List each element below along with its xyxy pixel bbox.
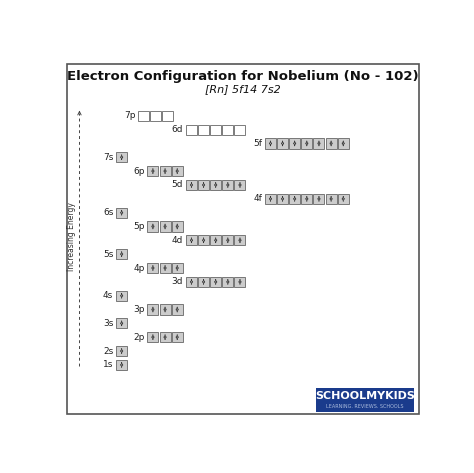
Bar	[222, 180, 233, 190]
Bar	[172, 221, 182, 232]
Bar	[172, 332, 182, 342]
Text: 1s: 1s	[103, 360, 113, 369]
Text: 6p: 6p	[133, 166, 145, 175]
Bar	[326, 138, 337, 149]
Bar	[138, 111, 149, 121]
Bar	[116, 318, 127, 328]
Bar	[147, 332, 158, 342]
Bar	[186, 124, 197, 135]
Bar	[210, 124, 221, 135]
Bar	[277, 138, 288, 149]
Bar	[116, 346, 127, 356]
Bar	[337, 138, 349, 149]
Bar	[150, 111, 161, 121]
Bar	[163, 111, 173, 121]
Bar	[160, 305, 171, 315]
Bar	[186, 277, 197, 287]
Text: 6d: 6d	[172, 125, 183, 134]
Bar	[301, 138, 312, 149]
Text: 4p: 4p	[133, 263, 145, 272]
Text: LEARNING. REVIEWS. SCHOOLS: LEARNING. REVIEWS. SCHOOLS	[326, 404, 404, 409]
Text: 4f: 4f	[253, 194, 262, 203]
Bar	[235, 124, 246, 135]
Text: 2s: 2s	[103, 347, 113, 356]
Bar	[116, 152, 127, 162]
Text: Increasing Energy: Increasing Energy	[67, 202, 76, 272]
Text: 5p: 5p	[133, 222, 145, 231]
Bar	[289, 194, 300, 204]
Text: Electron Configuration for Nobelium (No - 102): Electron Configuration for Nobelium (No …	[67, 70, 419, 83]
Bar	[222, 235, 233, 245]
Bar	[210, 180, 221, 190]
Text: 5f: 5f	[253, 139, 262, 148]
Bar	[147, 221, 158, 232]
Bar	[222, 124, 233, 135]
Bar	[116, 360, 127, 370]
Bar	[116, 208, 127, 218]
Text: SCHOOLMYKIDS: SCHOOLMYKIDS	[315, 392, 415, 402]
Bar	[337, 194, 349, 204]
Bar	[116, 249, 127, 259]
Bar	[326, 194, 337, 204]
Text: 3p: 3p	[133, 305, 145, 314]
Bar	[222, 277, 233, 287]
Bar	[265, 194, 276, 204]
Bar	[160, 166, 171, 176]
Bar	[186, 180, 197, 190]
Text: 7s: 7s	[103, 153, 113, 162]
Bar	[301, 194, 312, 204]
Bar	[210, 235, 221, 245]
Bar	[198, 180, 209, 190]
Bar	[186, 235, 197, 245]
Bar	[160, 221, 171, 232]
Text: 7p: 7p	[124, 111, 135, 120]
Bar	[235, 277, 246, 287]
Bar	[277, 194, 288, 204]
Bar	[265, 138, 276, 149]
Bar	[160, 263, 171, 273]
Bar	[235, 235, 246, 245]
Text: 5s: 5s	[103, 250, 113, 259]
Text: [Rn] 5f14 7s2: [Rn] 5f14 7s2	[205, 85, 281, 95]
Bar	[147, 166, 158, 176]
Bar	[160, 332, 171, 342]
Bar	[147, 305, 158, 315]
Bar	[147, 263, 158, 273]
Text: 3s: 3s	[103, 319, 113, 328]
Bar	[116, 290, 127, 301]
Text: 4d: 4d	[172, 236, 183, 245]
Bar	[316, 388, 414, 412]
Text: 6s: 6s	[103, 208, 113, 217]
Bar	[172, 166, 182, 176]
Bar	[313, 138, 325, 149]
Bar	[198, 235, 209, 245]
Text: 2p: 2p	[133, 333, 145, 342]
Bar	[198, 277, 209, 287]
Text: 5d: 5d	[172, 181, 183, 190]
Text: 3d: 3d	[172, 277, 183, 286]
Bar	[172, 305, 182, 315]
Bar	[172, 263, 182, 273]
Bar	[235, 180, 246, 190]
Text: 4s: 4s	[103, 291, 113, 300]
Bar	[313, 194, 325, 204]
Bar	[289, 138, 300, 149]
Bar	[198, 124, 209, 135]
Bar	[210, 277, 221, 287]
